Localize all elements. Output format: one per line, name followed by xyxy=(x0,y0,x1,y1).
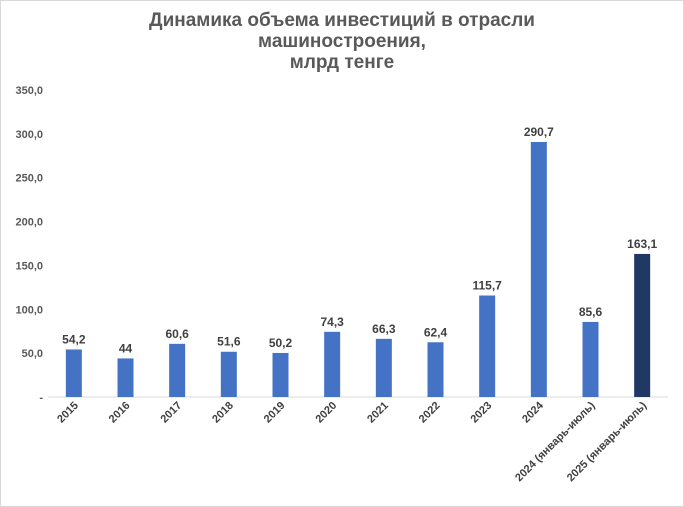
chart-title: Динамика объема инвестиций в отрасли маш… xyxy=(0,10,684,73)
bar xyxy=(272,352,289,397)
y-tick-label: 100,0 xyxy=(15,304,43,316)
bar xyxy=(117,358,134,397)
data-label: 50,2 xyxy=(269,336,293,350)
bar xyxy=(530,142,547,397)
y-tick-label: - xyxy=(39,392,43,404)
y-tick-label: 200,0 xyxy=(15,217,43,229)
y-tick-label: 300,0 xyxy=(15,129,43,141)
bar xyxy=(427,342,444,397)
x-tick-label: 2020 xyxy=(313,400,339,426)
x-tick-label: 2018 xyxy=(210,400,236,426)
bar xyxy=(634,253,651,397)
data-label: 85,6 xyxy=(579,305,603,319)
data-label: 74,3 xyxy=(320,315,344,329)
x-tick-label: 2022 xyxy=(417,400,443,426)
bar xyxy=(324,331,341,397)
x-tick-label: 2016 xyxy=(107,400,133,426)
bar xyxy=(375,338,392,397)
bar xyxy=(479,295,496,397)
x-tick-label: 2017 xyxy=(158,400,184,426)
y-tick-label: 50,0 xyxy=(22,348,43,360)
y-tick-label: 150,0 xyxy=(15,260,43,272)
y-tick-label: 250,0 xyxy=(15,173,43,185)
bar xyxy=(65,349,82,397)
bar xyxy=(582,321,599,397)
data-label: 60,6 xyxy=(165,327,189,341)
x-tick-label: 2024 xyxy=(520,399,546,425)
bar xyxy=(169,343,186,397)
data-label: 66,3 xyxy=(372,322,396,336)
x-tick-label: 2019 xyxy=(262,400,288,426)
x-tick-label: 2015 xyxy=(55,400,81,426)
chart-title-line-2: машиностроения, xyxy=(258,31,426,52)
data-label: 54,2 xyxy=(62,332,86,346)
bar xyxy=(220,351,237,397)
chart-title-line-1: Динамика объема инвестиций в отрасли xyxy=(149,10,535,31)
data-label: 115,7 xyxy=(472,279,502,293)
x-tick-label: 2021 xyxy=(365,400,391,426)
data-label: 290,7 xyxy=(524,125,554,139)
chart-title-line-3: млрд тенге xyxy=(289,52,395,73)
x-tick-label: 2023 xyxy=(468,400,494,426)
data-label: 163,1 xyxy=(627,237,657,251)
data-label: 51,6 xyxy=(217,335,241,349)
data-label: 62,4 xyxy=(424,325,448,339)
data-label: 44 xyxy=(119,341,133,355)
y-tick-label: 350,0 xyxy=(15,85,43,97)
